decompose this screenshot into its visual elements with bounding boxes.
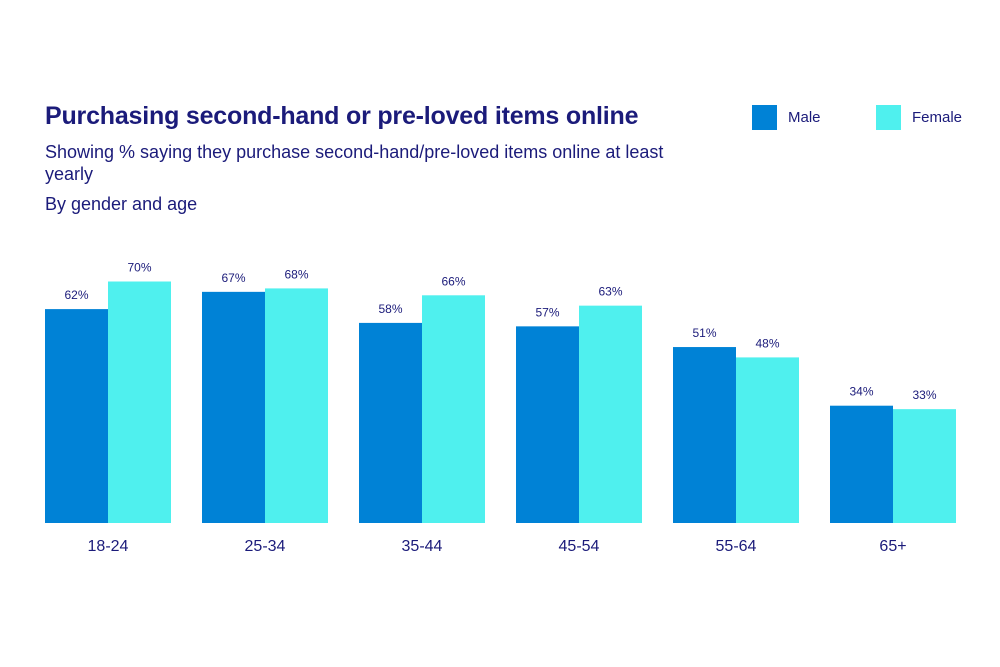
data-label-female-18-24: 70% <box>127 261 151 275</box>
bar-male-65 <box>830 405 893 523</box>
legend-item-male: Male <box>752 104 821 130</box>
data-label-male-45-54: 57% <box>535 305 559 319</box>
data-label-female-25-34: 68% <box>284 267 308 281</box>
bar-male-45-54 <box>516 326 579 523</box>
data-label-male-65: 34% <box>849 385 873 399</box>
legend-swatch-female <box>876 104 901 130</box>
bar-female-65 <box>893 409 956 523</box>
data-label-female-45-54: 63% <box>598 285 622 299</box>
x-tick-label-25-34: 25-34 <box>245 538 286 555</box>
data-label-female-65: 33% <box>912 388 936 402</box>
legend-label-female: Female <box>912 108 963 126</box>
x-tick-label-55-64: 55-64 <box>716 538 757 555</box>
x-tick-label-65: 65+ <box>879 538 906 555</box>
x-tick-label-18-24: 18-24 <box>88 538 129 555</box>
data-label-female-55-64: 48% <box>755 336 779 350</box>
x-tick-label-35-44: 35-44 <box>402 538 443 555</box>
legend-item-female: Female <box>876 104 962 130</box>
legend-swatch-male <box>752 104 777 130</box>
data-label-male-35-44: 58% <box>378 302 402 316</box>
bar-female-25-34 <box>265 288 328 523</box>
bar-female-18-24 <box>108 281 171 523</box>
data-label-male-55-64: 51% <box>692 326 716 340</box>
bar-male-55-64 <box>673 347 736 523</box>
chart-title: Purchasing second-hand or pre-loved item… <box>45 102 639 130</box>
bar-male-35-44 <box>359 322 422 523</box>
data-label-male-18-24: 62% <box>64 288 88 302</box>
chart-subtitle: Showing % saying they purchase second-ha… <box>45 142 664 184</box>
bar-female-45-54 <box>579 305 642 523</box>
data-label-female-35-44: 66% <box>441 274 465 288</box>
bar-male-18-24 <box>45 309 108 523</box>
bar-female-55-64 <box>736 357 799 523</box>
legend-label-male: Male <box>788 108 821 126</box>
x-tick-label-45-54: 45-54 <box>559 538 600 555</box>
chart-note: By gender and age <box>45 194 198 214</box>
data-label-male-25-34: 67% <box>221 271 245 285</box>
bar-female-35-44 <box>422 295 485 523</box>
bar-male-25-34 <box>202 291 265 523</box>
